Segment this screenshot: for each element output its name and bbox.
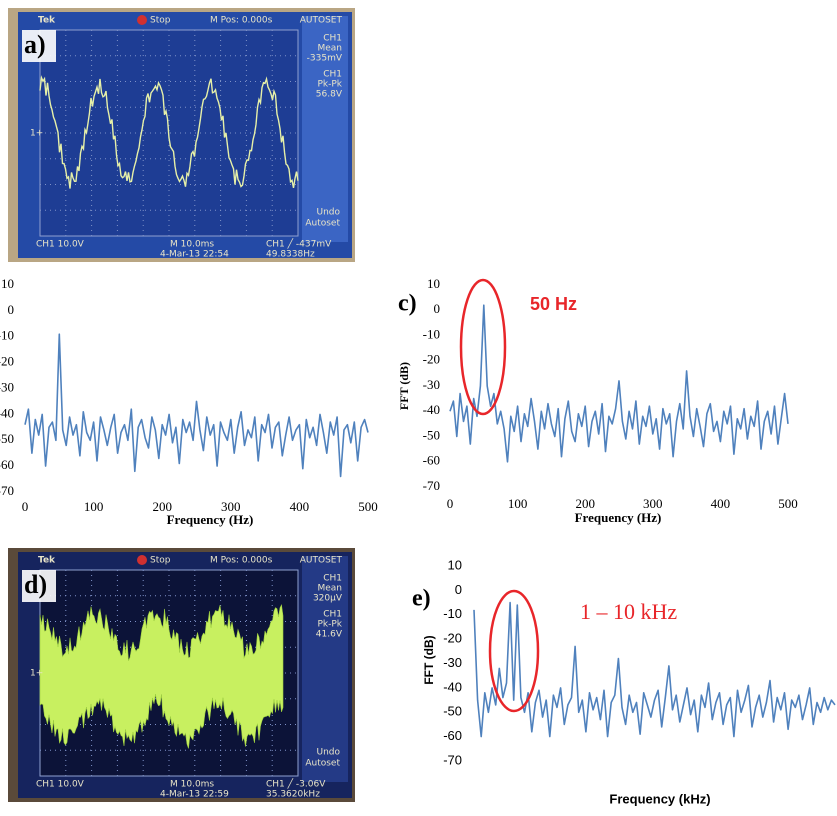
scope-status: Stop xyxy=(150,16,171,26)
x-tick-label: 300 xyxy=(643,496,663,511)
y-tick-label: -50 xyxy=(443,704,462,719)
scope-trigger: CH1 ╱ -437mV xyxy=(266,238,332,250)
scope-undo: Undo xyxy=(316,748,340,758)
y-tick-label: -20 xyxy=(443,631,462,646)
annotation: 1 – 10 kHz xyxy=(580,599,677,624)
annotation: 50 Hz xyxy=(530,294,577,314)
x-tick-label: 200 xyxy=(575,496,595,511)
y-tick-label: 0 xyxy=(8,302,15,317)
y-tick-label: 10 xyxy=(427,276,440,291)
highlight-ellipse xyxy=(461,280,505,414)
y-tick-label: -40 xyxy=(443,679,462,694)
y-tick-label: -40 xyxy=(0,405,14,420)
y-tick-label: -10 xyxy=(0,328,14,343)
y-tick-label: -10 xyxy=(443,606,462,621)
scope-status: Stop xyxy=(150,556,171,566)
panel-label: a) xyxy=(24,30,46,59)
y-tick-label: -70 xyxy=(423,478,440,493)
scope-menu-item: CH1 xyxy=(323,574,342,584)
scope-position: M Pos: 0.000s xyxy=(210,556,273,566)
y-tick-label: -30 xyxy=(443,655,462,670)
scope-menu-item: Mean xyxy=(317,584,342,594)
scope-brand: Tek xyxy=(38,16,56,26)
scope-menu-item: Mean xyxy=(317,44,342,54)
y-tick-label: -50 xyxy=(423,427,440,442)
scope-marker: 1+ xyxy=(30,129,43,139)
y-axis-label: FFT (dB) xyxy=(422,635,436,684)
x-tick-label: 0 xyxy=(22,499,29,514)
y-axis-label: FFT (dB) xyxy=(397,362,411,410)
scope-undo: Autoset xyxy=(305,219,340,229)
scope-date: 4-Mar-13 22:59 xyxy=(160,790,229,800)
stop-indicator xyxy=(137,15,147,25)
scope-menu-item: Pk-Pk xyxy=(317,80,342,90)
y-tick-label: -20 xyxy=(0,354,14,369)
scope-undo: Autoset xyxy=(305,759,340,769)
x-tick-label: 500 xyxy=(778,496,798,511)
y-tick-label: -60 xyxy=(423,453,440,468)
scope-marker: 1+ xyxy=(30,669,43,679)
y-tick-label: -60 xyxy=(443,728,462,743)
panel-label: e) xyxy=(412,586,431,612)
chart: 100-10-20-30-40-50-60-700100200300400500… xyxy=(0,276,378,527)
y-tick-label: 10 xyxy=(1,276,14,291)
x-tick-label: 500 xyxy=(358,499,378,514)
scope-trigger: CH1 ╱ -3.06V xyxy=(266,778,326,790)
x-tick-label: 0 xyxy=(447,496,454,511)
x-tick-label: 100 xyxy=(508,496,528,511)
stop-indicator xyxy=(137,555,147,565)
scope-menu-item: 320µV xyxy=(313,594,343,604)
scope-menu-item: -335mV xyxy=(307,54,343,64)
scope-frequency: 49.8338Hz xyxy=(266,250,315,260)
x-tick-label: 100 xyxy=(84,499,104,514)
scope-photo: Tek Stop M Pos: 0.000s AUTOSETCH1Mean-335mV… xyxy=(8,8,355,262)
y-tick-label: 10 xyxy=(448,557,462,572)
y-tick-label: -50 xyxy=(0,431,14,446)
x-tick-label: 400 xyxy=(711,496,731,511)
scope-frequency: 35.3620kHz xyxy=(266,790,320,800)
panel-label: c) xyxy=(398,291,417,317)
scope-date: 4-Mar-13 22:54 xyxy=(160,250,229,260)
chart: 100-10-20-30-40-50-60-700100200300400500… xyxy=(397,276,798,525)
y-tick-label: -40 xyxy=(423,402,440,417)
scope-photo: Tek Stop M Pos: 0.000s AUTOSETCH1Mean320µVC… xyxy=(8,548,355,802)
y-tick-label: 0 xyxy=(434,301,441,316)
scope-channel: CH1 10.0V xyxy=(36,780,85,790)
y-tick-label: -20 xyxy=(423,352,440,367)
x-tick-label: 400 xyxy=(290,499,310,514)
x-axis-label: Frequency (Hz) xyxy=(575,510,662,525)
scope-menu-item: 41.6V xyxy=(316,630,343,640)
panel-label: d) xyxy=(24,570,47,599)
scope-menu-item: 56.8V xyxy=(316,90,343,100)
scope-timebase: M 10.0ms xyxy=(170,240,214,250)
y-tick-label: 0 xyxy=(455,582,462,597)
x-axis-label: Frequency (kHz) xyxy=(609,791,710,806)
scope-menu-item: AUTOSET xyxy=(300,16,343,26)
y-tick-label: -70 xyxy=(443,752,462,767)
scope-menu-item: CH1 xyxy=(323,70,342,80)
scope-brand: Tek xyxy=(38,556,56,566)
y-tick-label: -60 xyxy=(0,457,14,472)
scope-undo: Undo xyxy=(316,208,340,218)
y-tick-label: -30 xyxy=(423,377,440,392)
scope-menu-item: CH1 xyxy=(323,610,342,620)
y-tick-label: -10 xyxy=(423,326,440,341)
x-axis-label: Frequency (Hz) xyxy=(167,512,254,527)
chart: 10 0 -10 -20 -30 -40 -50 -60 -70 Frequency (kHz) F… xyxy=(412,557,835,806)
y-tick-label: -70 xyxy=(0,483,14,498)
y-tick-label: -30 xyxy=(0,379,14,394)
scope-timebase: M 10.0ms xyxy=(170,780,214,790)
scope-channel: CH1 10.0V xyxy=(36,240,85,250)
scope-menu-item: Pk-Pk xyxy=(317,620,342,630)
series-line xyxy=(25,334,368,476)
scope-menu-item: CH1 xyxy=(323,34,342,44)
scope-menu-item: AUTOSET xyxy=(300,556,343,566)
scope-position: M Pos: 0.000s xyxy=(210,16,273,26)
